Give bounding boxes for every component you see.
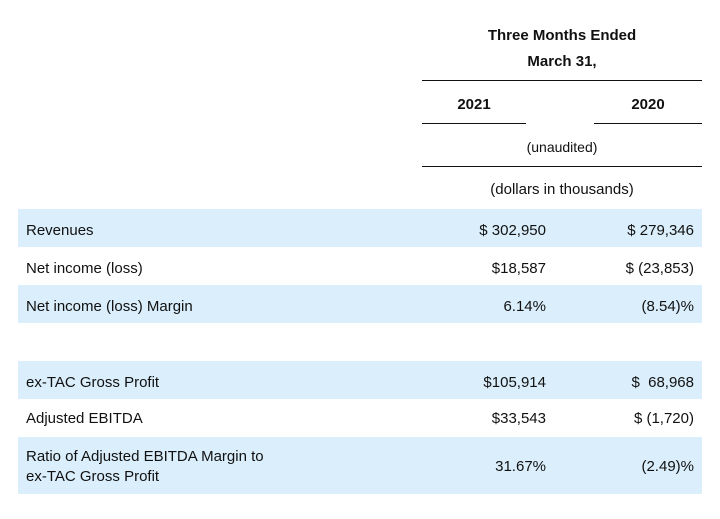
row-label-line2: ex-TAC Gross Profit bbox=[26, 468, 160, 485]
table-row-revenues: Revenues $ 302,950 $ 279,346 bbox=[18, 209, 702, 247]
column-header-2021: 2021 bbox=[457, 96, 491, 113]
row-value-2021: 6.14% bbox=[503, 298, 546, 315]
units-note: (dollars in thousands) bbox=[490, 181, 634, 198]
column-underline-2020 bbox=[594, 123, 702, 124]
row-value-2021: $18,587 bbox=[491, 260, 546, 277]
row-value-2020: (2.49)% bbox=[641, 458, 694, 475]
row-label: Net income (loss) Margin bbox=[26, 298, 193, 315]
row-value-2021: $105,914 bbox=[483, 374, 546, 391]
table-row-net-income-margin: Net income (loss) Margin 6.14% (8.54)% bbox=[18, 285, 702, 323]
column-header-2020: 2020 bbox=[631, 96, 665, 113]
row-value-2021: $ 302,950 bbox=[479, 222, 546, 239]
row-value-2020: $ 68,968 bbox=[631, 374, 694, 391]
table-row-ratio-adjusted-ebitda: Ratio of Adjusted EBITDA Margin to ex-TA… bbox=[18, 437, 702, 494]
period-heading-line1: Three Months Ended bbox=[487, 27, 637, 44]
period-underline bbox=[422, 80, 702, 81]
row-value-2021: $33,543 bbox=[491, 410, 546, 427]
table-row-adjusted-ebitda: Adjusted EBITDA $33,543 $ (1,720) bbox=[18, 399, 702, 437]
row-label: Revenues bbox=[26, 222, 94, 239]
row-value-2021: 31.67% bbox=[495, 458, 546, 475]
table-row-spacer bbox=[18, 323, 702, 361]
column-underline-2021 bbox=[422, 123, 526, 124]
table-row-ex-tac-gross-profit: ex-TAC Gross Profit $105,914 $ 68,968 bbox=[18, 361, 702, 399]
row-label: Adjusted EBITDA bbox=[26, 410, 143, 427]
row-label: ex-TAC Gross Profit bbox=[26, 374, 160, 391]
row-label-line1: Ratio of Adjusted EBITDA Margin to bbox=[26, 448, 264, 465]
table-row-net-income: Net income (loss) $18,587 $ (23,853) bbox=[18, 247, 702, 285]
row-value-2020: $ 279,346 bbox=[627, 222, 694, 239]
row-value-2020: $ (23,853) bbox=[625, 260, 694, 277]
row-label: Net income (loss) bbox=[26, 260, 143, 277]
period-heading-line2: March 31, bbox=[527, 53, 597, 70]
unaudited-note: (unaudited) bbox=[526, 139, 598, 155]
unaudited-underline bbox=[422, 166, 702, 167]
row-value-2020: $ (1,720) bbox=[633, 410, 694, 427]
row-value-2020: (8.54)% bbox=[641, 298, 694, 315]
